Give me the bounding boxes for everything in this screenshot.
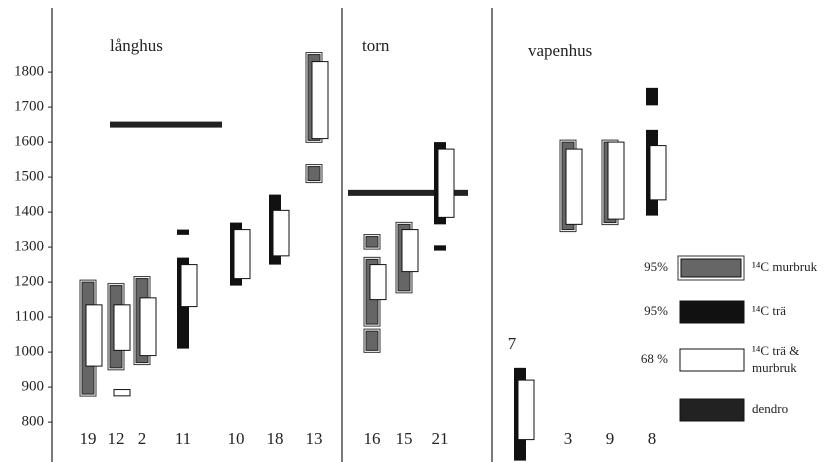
sample-label: 18 [267,429,284,448]
legend-label: ¹⁴C trä & murbruk [752,343,799,375]
range-bar [180,264,198,308]
range-bar [646,87,658,106]
sample-label: 8 [648,429,657,448]
dendro-bar [110,121,222,128]
range-bar [311,61,329,140]
sample-label: 7 [508,334,517,353]
range-bar [272,209,290,257]
range-bar [437,148,455,218]
range-bar [607,141,625,220]
legend-swatch [679,300,745,324]
range-outline [363,328,381,353]
range-outline [363,234,381,250]
sample-label: 10 [228,429,245,448]
legend-level: 95% [644,259,668,274]
legend-swatch [680,258,742,278]
legend-level: 68 % [641,351,668,366]
range-bar [113,304,131,351]
range-outline [305,164,323,184]
range-bar [517,379,535,441]
sample-label: 9 [606,429,615,448]
panel-title: torn [362,36,390,55]
sample-label: 12 [108,429,125,448]
range-bar [113,389,131,397]
y-tick-label: 1300 [14,239,44,255]
y-tick-label: 900 [22,379,45,395]
range-bar [369,264,387,301]
dendro-bar [348,189,468,196]
legend-swatch [679,348,745,372]
range-bar [565,148,583,225]
sample-label: 2 [138,429,147,448]
panel-title: vapenhus [528,41,592,60]
y-tick-label: 1500 [14,169,44,185]
y-tick-label: 1600 [14,134,44,150]
range-bar [649,145,667,201]
legend-label: ¹⁴C murbruk [752,259,818,274]
y-tick-label: 1400 [14,204,44,220]
range-bar [434,245,446,251]
sample-label: 13 [306,429,323,448]
range-bar [177,229,189,235]
sample-label: 3 [564,429,573,448]
panel-title: långhus [110,36,163,55]
range-bar [307,166,321,182]
legend-level: 95% [644,303,668,318]
range-bar [233,229,251,280]
range-bar [365,330,379,351]
range-bar [85,304,103,367]
y-tick-label: 1700 [14,99,44,115]
sample-label: 19 [80,429,97,448]
y-tick-label: 1100 [15,309,44,325]
sample-label: 11 [175,429,191,448]
legend-label: ¹⁴C trä [752,303,786,318]
y-tick-label: 1200 [14,274,44,290]
legend-outline [677,255,745,281]
y-tick-label: 1800 [14,64,44,80]
y-tick-label: 800 [22,414,45,430]
sample-label: 15 [396,429,413,448]
legend-swatch [679,398,745,422]
sample-label: 21 [432,429,449,448]
range-bar [365,236,379,248]
legend-label: dendro [752,401,788,416]
range-bar [401,229,419,273]
sample-label: 16 [364,429,381,448]
y-tick-label: 1000 [14,344,44,360]
range-bar [139,297,157,357]
